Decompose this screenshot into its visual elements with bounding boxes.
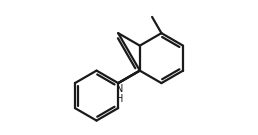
Text: N
H: N H — [116, 84, 123, 104]
